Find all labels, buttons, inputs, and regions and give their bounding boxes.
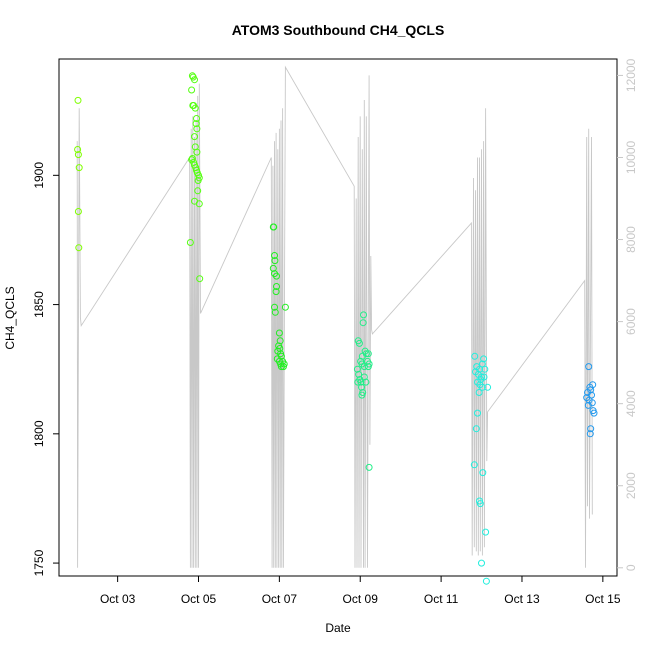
chart-title: ATOM3 Southbound CH4_QCLS: [232, 22, 445, 38]
data-point: [590, 409, 598, 417]
x-tick-label: Oct 11: [424, 592, 459, 606]
data-point: [74, 151, 82, 159]
y-tick-label: 1800: [32, 420, 46, 447]
data-point: [74, 146, 82, 153]
data-point: [186, 239, 194, 246]
data-point: [194, 177, 202, 184]
data-point: [359, 319, 367, 327]
data-point: [188, 72, 196, 80]
y-right-tick-label: 0: [624, 564, 638, 571]
y-right-tick-label: 8000: [624, 226, 638, 253]
x-tick-label: Oct 05: [181, 592, 217, 606]
data-point: [584, 401, 592, 409]
data-point: [271, 308, 279, 316]
data-point: [360, 363, 368, 371]
secondary-series-line: [76, 65, 593, 568]
y-right-tick-label: 6000: [624, 308, 638, 335]
data-point: [482, 528, 490, 536]
data-point: [271, 252, 278, 259]
data-point: [74, 208, 82, 215]
data-point: [192, 120, 200, 128]
data-point: [74, 96, 82, 104]
data-point: [475, 389, 483, 396]
x-tick-label: Oct 03: [100, 592, 136, 606]
data-points-layer: [74, 72, 598, 585]
data-point: [188, 86, 196, 94]
data-point: [75, 244, 83, 252]
data-point: [75, 164, 83, 172]
data-point: [471, 352, 479, 360]
data-point: [585, 363, 593, 371]
y-axis-right: 0 2000 4000 6000 8000 10000 12000: [617, 58, 638, 571]
data-point: [193, 125, 201, 133]
data-point: [476, 500, 484, 508]
x-tick-label: Oct 13: [504, 592, 540, 606]
data-point: [470, 461, 478, 469]
data-point: [474, 409, 481, 417]
data-point: [478, 559, 485, 567]
y-tick-label: 1900: [32, 162, 46, 189]
y-right-tick-label: 4000: [624, 390, 638, 417]
y-right-tick-label: 12000: [624, 58, 638, 92]
data-point: [481, 365, 489, 373]
x-tick-label: Oct 15: [585, 592, 621, 606]
data-point: [354, 378, 362, 386]
data-point: [277, 363, 285, 371]
data-point: [364, 350, 372, 358]
data-point: [360, 311, 367, 319]
data-point: [270, 223, 278, 231]
data-point: [358, 391, 366, 399]
data-point: [480, 355, 488, 363]
data-point: [193, 115, 200, 122]
data-point: [358, 383, 365, 391]
data-point: [191, 104, 199, 112]
data-point: [196, 275, 204, 283]
data-point: [273, 283, 280, 290]
data-point: [272, 288, 280, 296]
data-point: [365, 463, 373, 471]
data-point: [353, 365, 361, 373]
x-tick-label: Oct 09: [343, 592, 379, 606]
data-point: [472, 425, 480, 433]
data-point: [482, 577, 490, 585]
y-axis-left: 1750 1800 1850 1900: [32, 162, 59, 576]
plot-frame: [58, 58, 618, 577]
data-point: [484, 383, 492, 391]
x-tick-label: Oct 07: [262, 592, 298, 606]
data-point: [357, 378, 365, 386]
data-point: [271, 303, 278, 311]
data-point: [479, 469, 487, 477]
data-point: [188, 155, 196, 162]
x-axis-label: Date: [325, 621, 351, 635]
data-point: [275, 329, 283, 337]
data-point: [273, 272, 280, 280]
data-point: [281, 303, 289, 311]
y-right-tick-label: 10000: [624, 140, 638, 174]
x-axis: Oct 03 Oct 05 Oct 07 Oct 09 Oct 11 Oct 13 Oct …: [100, 575, 621, 606]
secondary-series-layer: [76, 65, 593, 568]
data-point: [191, 76, 198, 84]
data-point: [191, 133, 198, 141]
data-point: [195, 200, 203, 208]
y-axis-label: CH4_QCLS: [3, 286, 17, 349]
data-point: [362, 378, 370, 386]
data-point: [478, 383, 486, 391]
data-point: [194, 187, 202, 195]
y-right-tick-label: 2000: [624, 472, 638, 499]
data-point: [271, 257, 279, 265]
data-point: [355, 370, 363, 378]
data-point: [364, 363, 372, 371]
y-tick-label: 1750: [32, 549, 46, 576]
data-point: [279, 363, 287, 371]
data-point: [193, 148, 201, 156]
data-point: [586, 430, 594, 438]
data-point: [355, 339, 363, 347]
data-point: [269, 264, 277, 272]
y-tick-label: 1850: [32, 291, 46, 318]
data-point: [587, 425, 595, 433]
